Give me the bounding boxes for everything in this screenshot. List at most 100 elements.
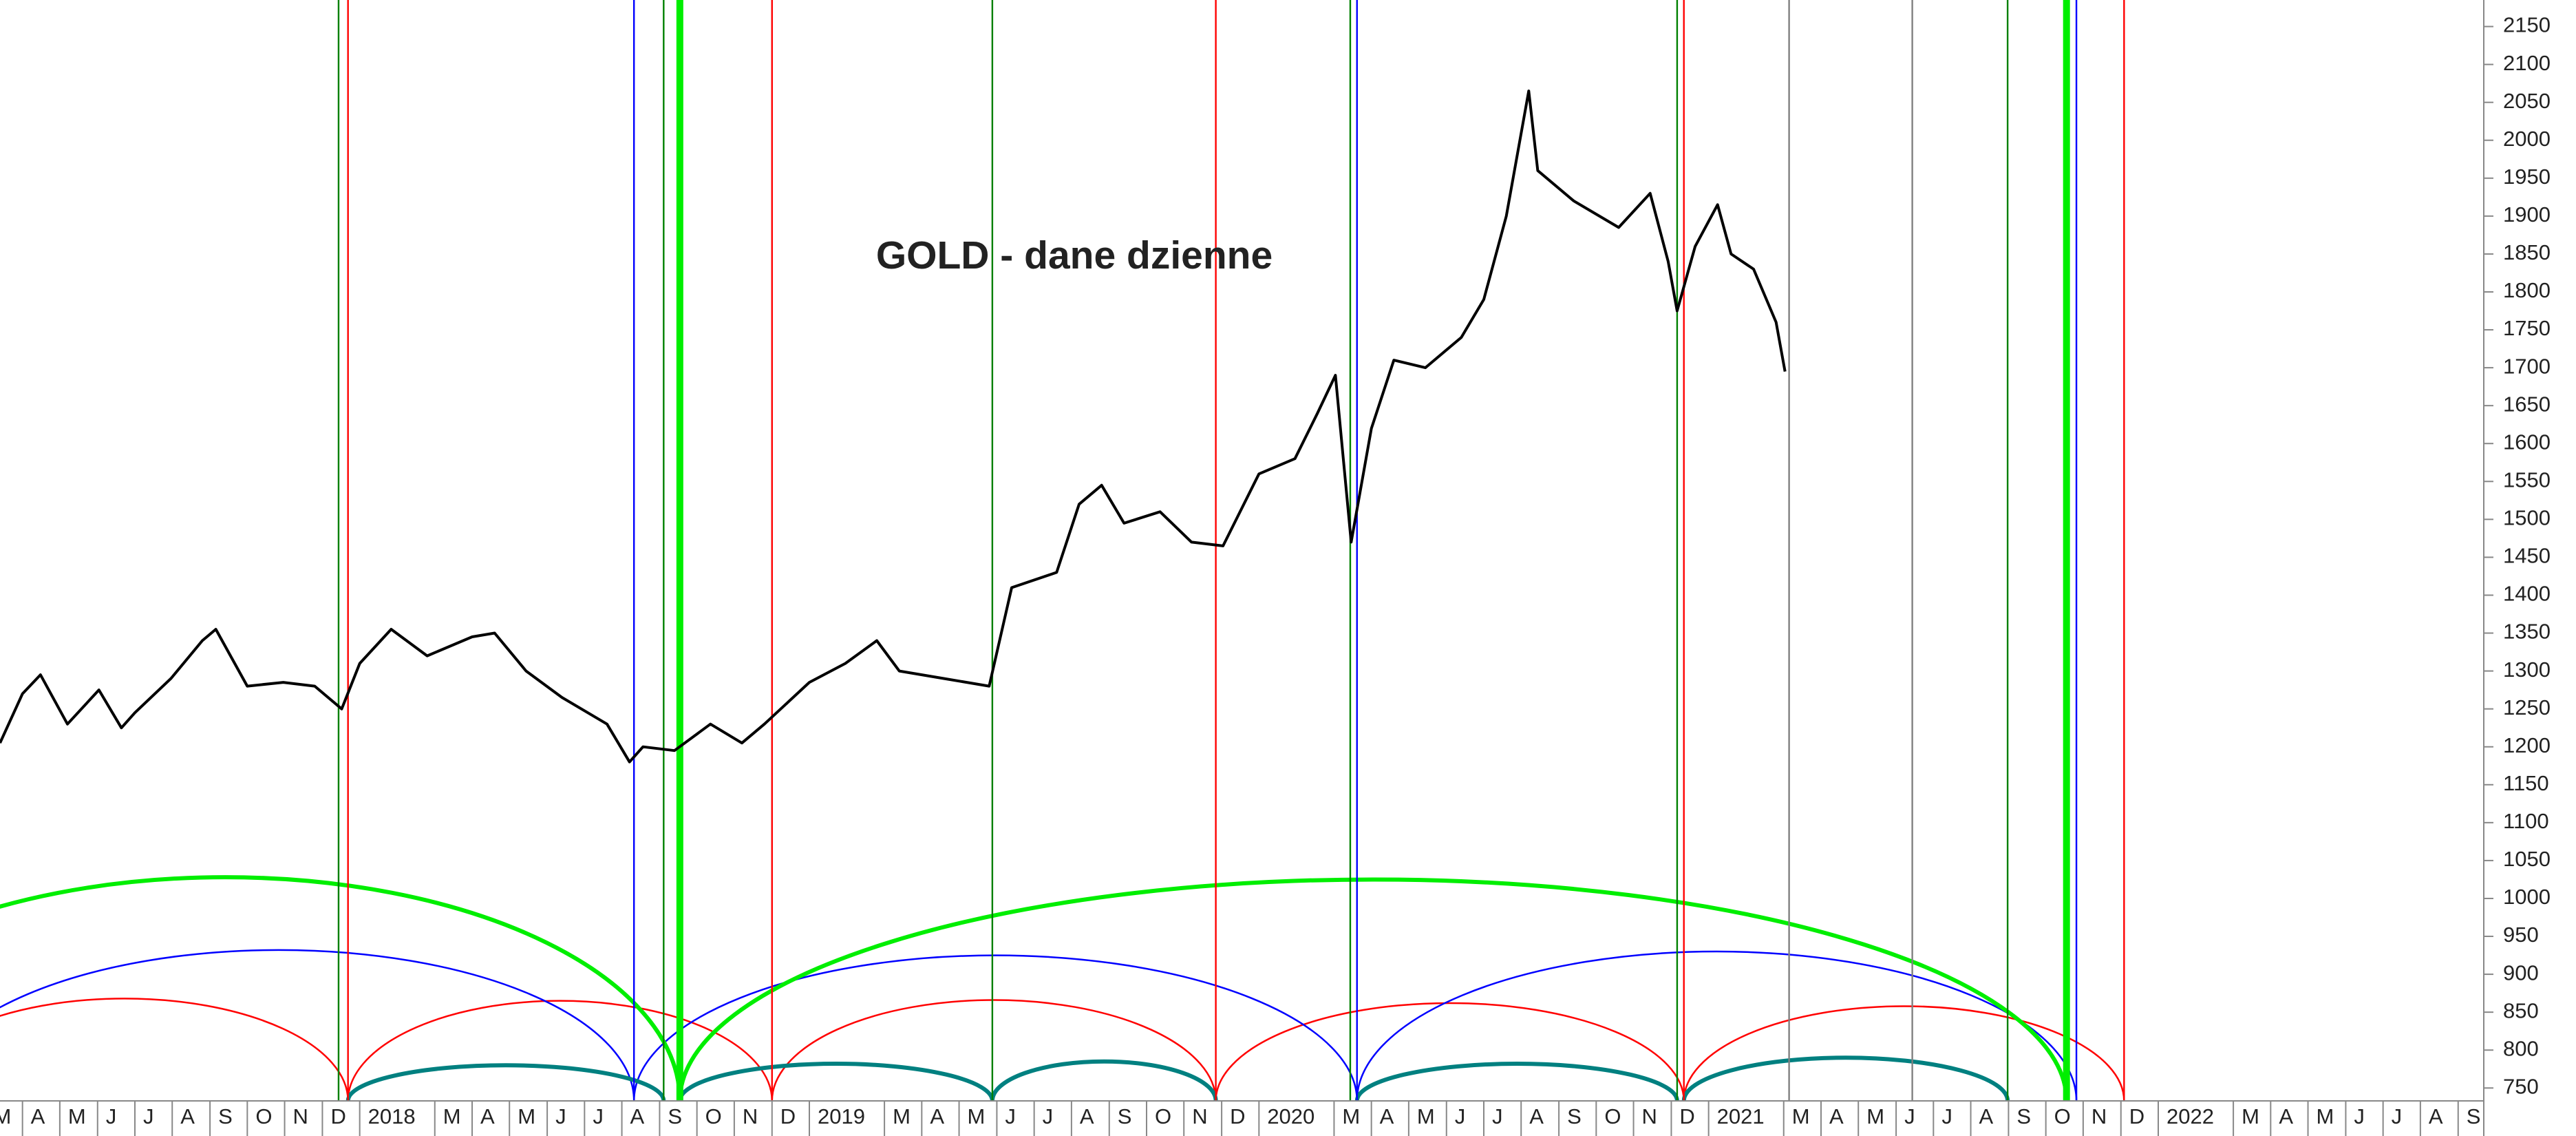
y-tick-label: 900 [2503, 960, 2539, 985]
y-tick-label: 1950 [2503, 165, 2551, 189]
x-tick-label: J [1492, 1104, 1503, 1128]
cycle-arc [345, 1063, 666, 1101]
x-tick-label: M [2242, 1104, 2259, 1128]
x-tick-label: S [2467, 1104, 2481, 1128]
x-tick-label: J [1043, 1104, 1054, 1128]
y-tick-label: 2050 [2503, 89, 2551, 113]
y-tick-label: 800 [2503, 1036, 2539, 1060]
y-tick-label: 1900 [2503, 202, 2551, 227]
x-tick-label: S [1567, 1104, 1582, 1128]
y-tick-label: 1850 [2503, 240, 2551, 264]
x-tick-label: M [2317, 1104, 2334, 1128]
cycle-arc [0, 998, 349, 1101]
y-tick-label: 1450 [2503, 544, 2551, 568]
x-tick-label: A [1080, 1104, 1094, 1128]
x-tick-label: D [2129, 1104, 2144, 1128]
x-tick-label: A [630, 1104, 645, 1128]
x-tick-label: S [668, 1104, 682, 1128]
x-tick-label: J [2392, 1104, 2403, 1128]
x-tick-label: O [705, 1104, 722, 1128]
x-tick-label: A [930, 1104, 944, 1128]
cycle-arc [1215, 1002, 1685, 1101]
x-tick-label: J [1455, 1104, 1466, 1128]
x-tick-label: M [1417, 1104, 1435, 1128]
cycle-arc [1354, 1062, 1679, 1101]
cycle-arc [990, 1059, 1218, 1101]
y-tick-label: 2100 [2503, 51, 2551, 75]
x-tick-label: A [1380, 1104, 1394, 1128]
x-tick-label: M [443, 1104, 461, 1128]
y-tick-label: 1600 [2503, 430, 2551, 454]
x-tick-label: A [1529, 1104, 1544, 1128]
x-tick-label: A [480, 1104, 495, 1128]
x-tick-label: S [218, 1104, 233, 1128]
y-tick-label: 2150 [2503, 13, 2551, 37]
x-tick-label: O [255, 1104, 272, 1128]
y-tick-label: 1050 [2503, 847, 2551, 871]
price-line [0, 90, 1787, 764]
x-tick-label: D [780, 1104, 796, 1128]
x-tick-label: D [330, 1104, 345, 1128]
x-tick-label: A [180, 1104, 195, 1128]
y-tick-label: 1300 [2503, 658, 2551, 682]
x-tick-label: 2022 [2167, 1104, 2214, 1128]
x-tick-label: 2020 [1267, 1104, 1314, 1128]
x-tick-label: J [1941, 1104, 1952, 1128]
x-tick-label: A [1979, 1104, 1994, 1128]
x-tick-label: O [2054, 1104, 2071, 1128]
x-tick-label: N [1642, 1104, 1657, 1128]
y-tick-label: 1400 [2503, 582, 2551, 606]
y-tick-label: 850 [2503, 998, 2539, 1022]
cycle-arc [677, 1062, 994, 1101]
y-tick-label: 950 [2503, 923, 2539, 947]
x-tick-label: M [518, 1104, 535, 1128]
y-tick-label: 1650 [2503, 392, 2551, 416]
plot-area [0, 0, 2125, 1101]
y-tick-label: 1700 [2503, 354, 2551, 378]
x-tick-label: J [143, 1104, 154, 1128]
y-tick-label: 1800 [2503, 278, 2551, 302]
y-tick-label: 1000 [2503, 885, 2551, 909]
x-tick-label: J [593, 1104, 604, 1128]
x-tick-label: S [1118, 1104, 1132, 1128]
x-tick-label: 2021 [1717, 1104, 1765, 1128]
x-tick-label: S [2016, 1104, 2031, 1128]
cycle-arc [347, 1000, 774, 1101]
x-tick-label: A [2429, 1104, 2443, 1128]
y-tick-label: 1200 [2503, 733, 2551, 757]
y-tick-label: 750 [2503, 1074, 2539, 1098]
cycle-arc [0, 875, 682, 1101]
y-tick-label: 1550 [2503, 467, 2551, 492]
x-tick-label: M [1342, 1104, 1360, 1128]
y-tick-label: 2000 [2503, 127, 2551, 151]
x-tick-label: J [555, 1104, 566, 1128]
y-tick-label: 1150 [2503, 771, 2549, 795]
x-tick-label: O [1604, 1104, 1621, 1128]
y-tick-label: 1250 [2503, 695, 2551, 719]
cycle-arc [1356, 950, 2078, 1101]
x-tick-label: M [0, 1104, 11, 1128]
cycle-arc [677, 878, 2069, 1101]
x-tick-label: J [1005, 1104, 1016, 1128]
x-tick-label: D [1679, 1104, 1694, 1128]
x-tick-label: J [1904, 1104, 1915, 1128]
x-tick-label: A [2279, 1104, 2293, 1128]
x-tick-label: M [1866, 1104, 1884, 1128]
x-tick-label: N [743, 1104, 758, 1128]
y-tick-label: 1750 [2503, 316, 2551, 340]
x-tick-label: 2018 [368, 1104, 416, 1128]
y-tick-label: 1350 [2503, 620, 2551, 644]
cycle-arc [1681, 1055, 2010, 1101]
x-tick-label: M [1792, 1104, 1810, 1128]
x-tick-label: N [293, 1104, 308, 1128]
x-tick-label: N [1192, 1104, 1207, 1128]
y-tick-label: 1100 [2503, 809, 2549, 833]
x-tick-label: A [1829, 1104, 1844, 1128]
x-tick-label: J [106, 1104, 117, 1128]
x-tick-label: D [1230, 1104, 1245, 1128]
cycle-arc [0, 949, 635, 1101]
x-tick-label: N [2091, 1104, 2107, 1128]
